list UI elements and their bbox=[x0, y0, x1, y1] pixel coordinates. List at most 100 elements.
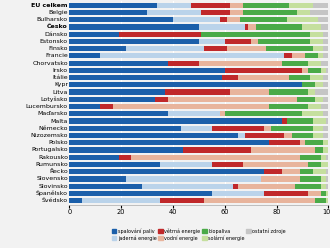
Bar bbox=[315, 82, 323, 88]
Bar bbox=[300, 140, 305, 145]
Bar bbox=[100, 53, 284, 59]
Bar bbox=[323, 75, 328, 80]
Bar bbox=[69, 104, 100, 109]
Bar bbox=[323, 39, 328, 44]
Bar bbox=[320, 61, 328, 66]
Bar bbox=[323, 31, 328, 37]
Bar bbox=[315, 90, 328, 95]
Bar bbox=[305, 140, 323, 145]
Bar bbox=[266, 46, 313, 51]
Bar bbox=[246, 133, 284, 138]
Bar bbox=[323, 111, 328, 116]
Bar bbox=[264, 191, 308, 196]
Bar bbox=[69, 46, 126, 51]
Bar bbox=[318, 17, 328, 22]
Bar bbox=[69, 3, 157, 8]
Bar bbox=[201, 31, 310, 37]
Bar bbox=[269, 140, 300, 145]
Bar bbox=[69, 31, 118, 37]
Bar bbox=[305, 53, 318, 59]
Bar bbox=[269, 104, 308, 109]
Bar bbox=[318, 53, 323, 59]
Bar bbox=[310, 39, 323, 44]
Bar bbox=[261, 176, 300, 182]
Bar bbox=[326, 118, 328, 124]
Bar bbox=[212, 126, 264, 131]
Bar bbox=[320, 191, 326, 196]
Bar bbox=[310, 10, 328, 15]
Bar bbox=[302, 111, 323, 116]
Bar bbox=[227, 17, 240, 22]
Bar bbox=[295, 184, 320, 189]
Bar bbox=[289, 75, 310, 80]
Bar bbox=[126, 46, 204, 51]
Bar bbox=[315, 198, 326, 203]
Bar bbox=[155, 97, 168, 102]
Legend: spalování paliv, jaderná energie, větrná energie, vodní energie, biopaliva, solá: spalování paliv, jaderná energie, větrná… bbox=[111, 227, 287, 242]
Bar bbox=[243, 10, 297, 15]
Bar bbox=[310, 75, 323, 80]
Bar bbox=[282, 118, 287, 124]
Bar bbox=[238, 184, 295, 189]
Bar bbox=[69, 126, 181, 131]
Bar bbox=[308, 61, 320, 66]
Bar bbox=[173, 17, 219, 22]
Bar bbox=[310, 31, 323, 37]
Bar bbox=[313, 133, 323, 138]
Bar bbox=[308, 68, 320, 73]
Bar bbox=[320, 176, 326, 182]
Bar bbox=[313, 3, 328, 8]
Bar bbox=[219, 17, 227, 22]
Bar bbox=[227, 46, 266, 51]
Bar bbox=[204, 46, 227, 51]
Bar bbox=[320, 24, 328, 30]
Bar bbox=[320, 162, 328, 167]
Bar bbox=[284, 53, 292, 59]
Bar bbox=[308, 191, 320, 196]
Bar bbox=[320, 155, 326, 160]
Bar bbox=[302, 68, 308, 73]
Bar bbox=[251, 147, 315, 153]
Bar bbox=[326, 191, 328, 196]
Bar bbox=[248, 24, 256, 30]
Bar bbox=[212, 162, 243, 167]
Bar bbox=[160, 198, 204, 203]
Bar bbox=[222, 75, 238, 80]
Bar bbox=[300, 169, 313, 174]
Bar bbox=[160, 162, 212, 167]
Bar bbox=[69, 140, 269, 145]
Bar bbox=[157, 3, 191, 8]
Bar bbox=[181, 126, 212, 131]
Bar bbox=[225, 39, 251, 44]
Bar bbox=[323, 53, 328, 59]
Bar bbox=[69, 133, 238, 138]
Bar bbox=[230, 90, 269, 95]
Bar bbox=[69, 191, 212, 196]
Bar bbox=[69, 61, 168, 66]
Bar bbox=[69, 39, 199, 44]
Bar bbox=[258, 39, 310, 44]
Bar bbox=[168, 61, 199, 66]
Bar bbox=[69, 155, 118, 160]
Bar bbox=[292, 53, 305, 59]
Bar bbox=[256, 24, 302, 30]
Bar bbox=[300, 176, 320, 182]
Bar bbox=[183, 147, 251, 153]
Bar bbox=[289, 3, 313, 8]
Bar bbox=[82, 198, 160, 203]
Bar bbox=[212, 191, 264, 196]
Bar bbox=[204, 198, 315, 203]
Bar bbox=[264, 169, 282, 174]
Bar bbox=[320, 184, 326, 189]
Bar bbox=[287, 118, 313, 124]
Bar bbox=[300, 155, 320, 160]
Bar bbox=[100, 104, 113, 109]
Bar bbox=[69, 82, 302, 88]
Bar bbox=[323, 46, 328, 51]
Bar bbox=[320, 68, 326, 73]
Bar bbox=[308, 90, 315, 95]
Bar bbox=[251, 39, 258, 44]
Bar bbox=[191, 3, 230, 8]
Bar bbox=[69, 90, 165, 95]
Bar bbox=[246, 24, 248, 30]
